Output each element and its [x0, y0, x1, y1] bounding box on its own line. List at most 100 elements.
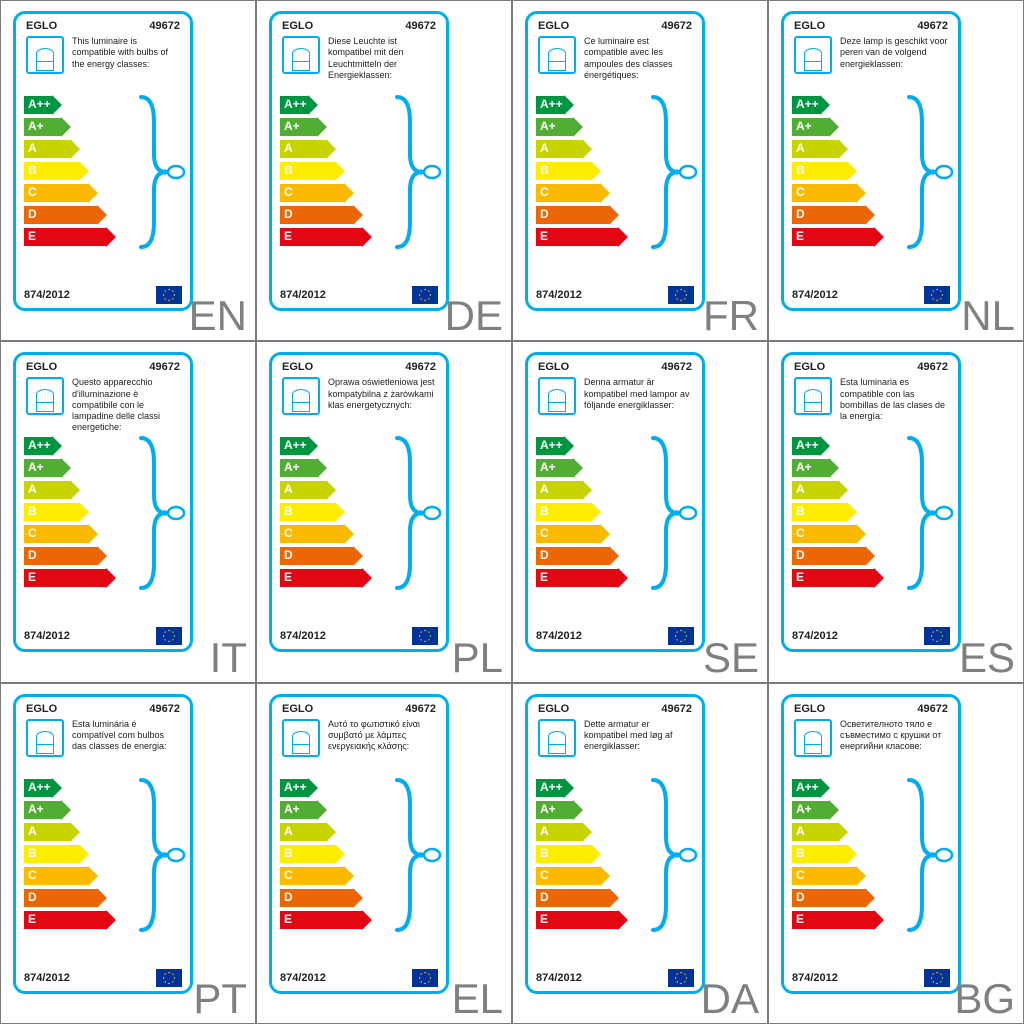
brace-wrap [392, 92, 442, 252]
brace-wrap [904, 775, 954, 935]
energy-class-label: A++ [284, 780, 307, 794]
brace-bulb-icon [648, 433, 698, 593]
energy-class-row: A [24, 140, 144, 158]
regulation-text: 874/2012 [792, 289, 838, 301]
energy-arrow-tip [353, 205, 363, 225]
energy-arrow-tip [97, 205, 107, 225]
energy-arrow-tip [564, 778, 574, 798]
energy-class-row: A++ [280, 437, 400, 455]
footer-row: 874/2012 [536, 286, 694, 304]
footer-row: 874/2012 [536, 627, 694, 645]
energy-arrow-tip [618, 910, 628, 930]
energy-class-label: A++ [28, 97, 51, 111]
energy-class-label: D [284, 207, 293, 221]
brace-wrap [904, 92, 954, 252]
energy-arrow-tip [838, 480, 848, 500]
label-cell: EGLO 49672 This luminaire is compatible … [0, 0, 256, 341]
energy-class-label: A [540, 141, 549, 155]
luminaire-icon [26, 377, 64, 415]
energy-class-label: A++ [540, 780, 563, 794]
eu-flag-icon [668, 627, 694, 645]
energy-arrow-body [24, 911, 106, 929]
model-text: 49672 [405, 20, 436, 32]
energy-arrow-tip [61, 458, 71, 478]
eu-flag-icon [412, 627, 438, 645]
energy-class-label: E [540, 912, 548, 926]
energy-arrow-body [280, 911, 362, 929]
energy-arrow-tip [856, 524, 866, 544]
brace-bulb-icon [648, 775, 698, 935]
energy-arrow-tip [582, 480, 592, 500]
energy-class-row: D [24, 206, 144, 224]
energy-arrow-body [24, 228, 106, 246]
energy-class-row: C [280, 525, 400, 543]
energy-class-row: D [536, 889, 656, 907]
regulation-text: 874/2012 [536, 972, 582, 984]
regulation-text: 874/2012 [536, 630, 582, 642]
brand-text: EGLO [794, 703, 825, 715]
energy-arrow-body [536, 228, 618, 246]
luminaire-icon [282, 719, 320, 757]
energy-class-row: E [24, 569, 144, 587]
brace-bulb-icon [392, 92, 442, 252]
energy-arrow-body [792, 569, 874, 587]
energy-class-label: A++ [28, 438, 51, 452]
energy-arrow-body [280, 228, 362, 246]
energy-arrow-tip [838, 139, 848, 159]
description-row: Dette armatur er kompatibel med løg af e… [528, 717, 702, 765]
energy-class-label: D [284, 890, 293, 904]
energy-class-row: A++ [792, 779, 912, 797]
energy-class-label: E [28, 912, 36, 926]
energy-arrow-tip [600, 524, 610, 544]
energy-class-row: E [536, 569, 656, 587]
description-row: Questo apparecchio d'illuminazione è com… [16, 375, 190, 441]
energy-class-row: A++ [280, 96, 400, 114]
energy-class-label: A++ [284, 97, 307, 111]
header-row: EGLO 49672 [528, 697, 702, 717]
energy-class-label: C [284, 526, 293, 540]
energy-class-label: D [540, 548, 549, 562]
energy-arrow-tip [52, 436, 62, 456]
label-cell: EGLO 49672 Denna armatur är kompatibel m… [512, 341, 768, 682]
energy-class-row: E [536, 911, 656, 929]
energy-class-row: D [792, 206, 912, 224]
energy-arrow-tip [829, 800, 839, 820]
footer-row: 874/2012 [792, 286, 950, 304]
description-row: Ce luminaire est compatible avec les amp… [528, 34, 702, 89]
brace-wrap [136, 92, 186, 252]
energy-scale: A++ A+ A B C D E [24, 437, 144, 591]
energy-class-label: A [28, 824, 37, 838]
luminaire-icon [794, 377, 832, 415]
header-row: EGLO 49672 [528, 14, 702, 34]
energy-class-label: D [284, 548, 293, 562]
footer-row: 874/2012 [24, 627, 182, 645]
energy-arrow-tip [353, 888, 363, 908]
description-row: Diese Leuchte ist kompatibel mit den Leu… [272, 34, 446, 89]
energy-class-row: C [536, 525, 656, 543]
energy-class-row: C [792, 867, 912, 885]
regulation-text: 874/2012 [24, 289, 70, 301]
eu-flag-icon [668, 969, 694, 987]
regulation-text: 874/2012 [280, 972, 326, 984]
energy-class-label: D [540, 207, 549, 221]
model-text: 49672 [405, 361, 436, 373]
footer-row: 874/2012 [792, 627, 950, 645]
eu-flag-icon [924, 627, 950, 645]
energy-arrow-tip [88, 524, 98, 544]
energy-scale: A++ A+ A B C D E [24, 96, 144, 250]
label-cell: EGLO 49672 Dette armatur er kompatibel m… [512, 683, 768, 1024]
energy-scale: A++ A+ A B C D E [280, 779, 400, 933]
label-cell: EGLO 49672 Αυτό το φωτιστικό είναι συμβα… [256, 683, 512, 1024]
energy-class-row: A++ [792, 437, 912, 455]
language-code: EN [189, 292, 247, 340]
luminaire-icon [282, 36, 320, 74]
energy-arrow-tip [317, 458, 327, 478]
energy-label-card: EGLO 49672 Dette armatur er kompatibel m… [525, 694, 705, 994]
energy-arrow-tip [838, 822, 848, 842]
energy-class-row: A [24, 823, 144, 841]
energy-class-row: C [24, 184, 144, 202]
energy-class-row: C [536, 867, 656, 885]
energy-class-label: E [284, 912, 292, 926]
description-text: Oprawa oświetleniowa jest kompatybilna z… [328, 377, 436, 415]
energy-class-row: B [536, 845, 656, 863]
